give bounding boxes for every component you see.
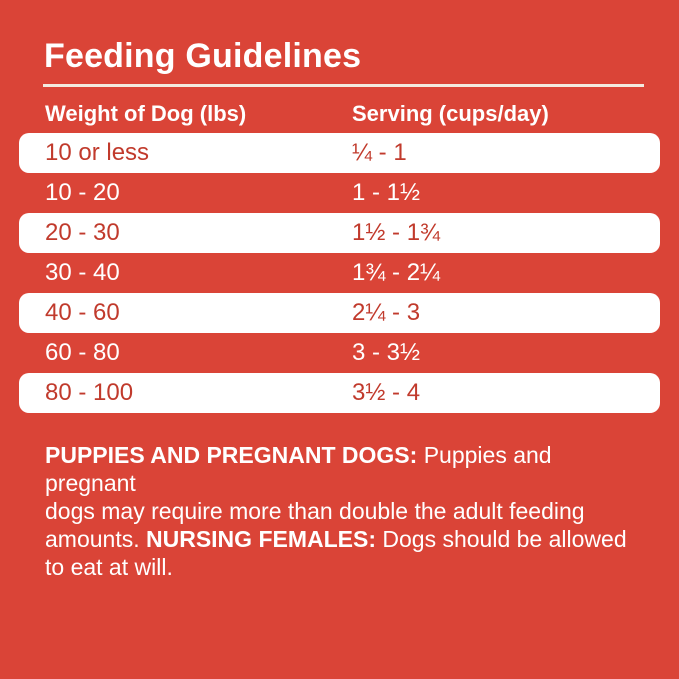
footnote-line: amounts. NURSING FEMALES: Dogs should be…: [45, 525, 645, 553]
serving-cell: 3 - 3½: [352, 339, 421, 366]
title-underline: [43, 84, 644, 87]
weight-cell: 10 or less: [45, 139, 150, 166]
weight-cell: 80 - 100: [45, 379, 134, 406]
column-header-weight: Weight of Dog (lbs): [45, 101, 247, 126]
weight-cell: 60 - 80: [45, 339, 120, 366]
table-row: 80 - 100 3½ - 4: [19, 373, 660, 413]
serving-cell: 1½ - 1¾: [352, 219, 441, 246]
table-header-row: Weight of Dog (lbs) Serving (cups/day): [45, 101, 659, 127]
weight-cell: 40 - 60: [45, 299, 120, 326]
footnote-text: to eat at will.: [45, 554, 173, 580]
feeding-table: 10 or less ¼ - 1 10 - 20 1 - 1½ 20 - 30 …: [19, 133, 660, 413]
footnote-label-puppies: PUPPIES AND PREGNANT DOGS:: [45, 442, 418, 468]
page-title: Feeding Guidelines: [44, 37, 362, 75]
footnote-text: dogs may require more than double the ad…: [45, 498, 585, 524]
table-row: 20 - 30 1½ - 1¾: [19, 213, 660, 253]
footnote-label-nursing: NURSING FEMALES:: [146, 526, 376, 552]
footnote-line: dogs may require more than double the ad…: [45, 497, 645, 525]
table-row: 10 - 20 1 - 1½: [19, 173, 660, 213]
column-header-serving: Serving (cups/day): [352, 101, 549, 126]
table-row: 10 or less ¼ - 1: [19, 133, 660, 173]
serving-cell: 1¾ - 2¼: [352, 259, 441, 286]
table-row: 40 - 60 2¼ - 3: [19, 293, 660, 333]
serving-cell: 2¼ - 3: [352, 299, 421, 326]
table-row: 60 - 80 3 - 3½: [19, 333, 660, 373]
footnote-text: Dogs should be allowed: [376, 526, 627, 552]
weight-cell: 10 - 20: [45, 179, 120, 206]
serving-cell: 1 - 1½: [352, 179, 421, 206]
serving-cell: ¼ - 1: [352, 139, 407, 166]
feeding-footnote: PUPPIES AND PREGNANT DOGS: Puppies and p…: [45, 441, 645, 581]
serving-cell: 3½ - 4: [352, 379, 421, 406]
footnote-line: PUPPIES AND PREGNANT DOGS: Puppies and p…: [45, 441, 645, 497]
weight-cell: 20 - 30: [45, 219, 120, 246]
footnote-line: to eat at will.: [45, 553, 645, 581]
table-row: 30 - 40 1¾ - 2¼: [19, 253, 660, 293]
weight-cell: 30 - 40: [45, 259, 120, 286]
footnote-text: amounts.: [45, 526, 146, 552]
footnote-text: Puppies and pregnant: [45, 442, 552, 496]
